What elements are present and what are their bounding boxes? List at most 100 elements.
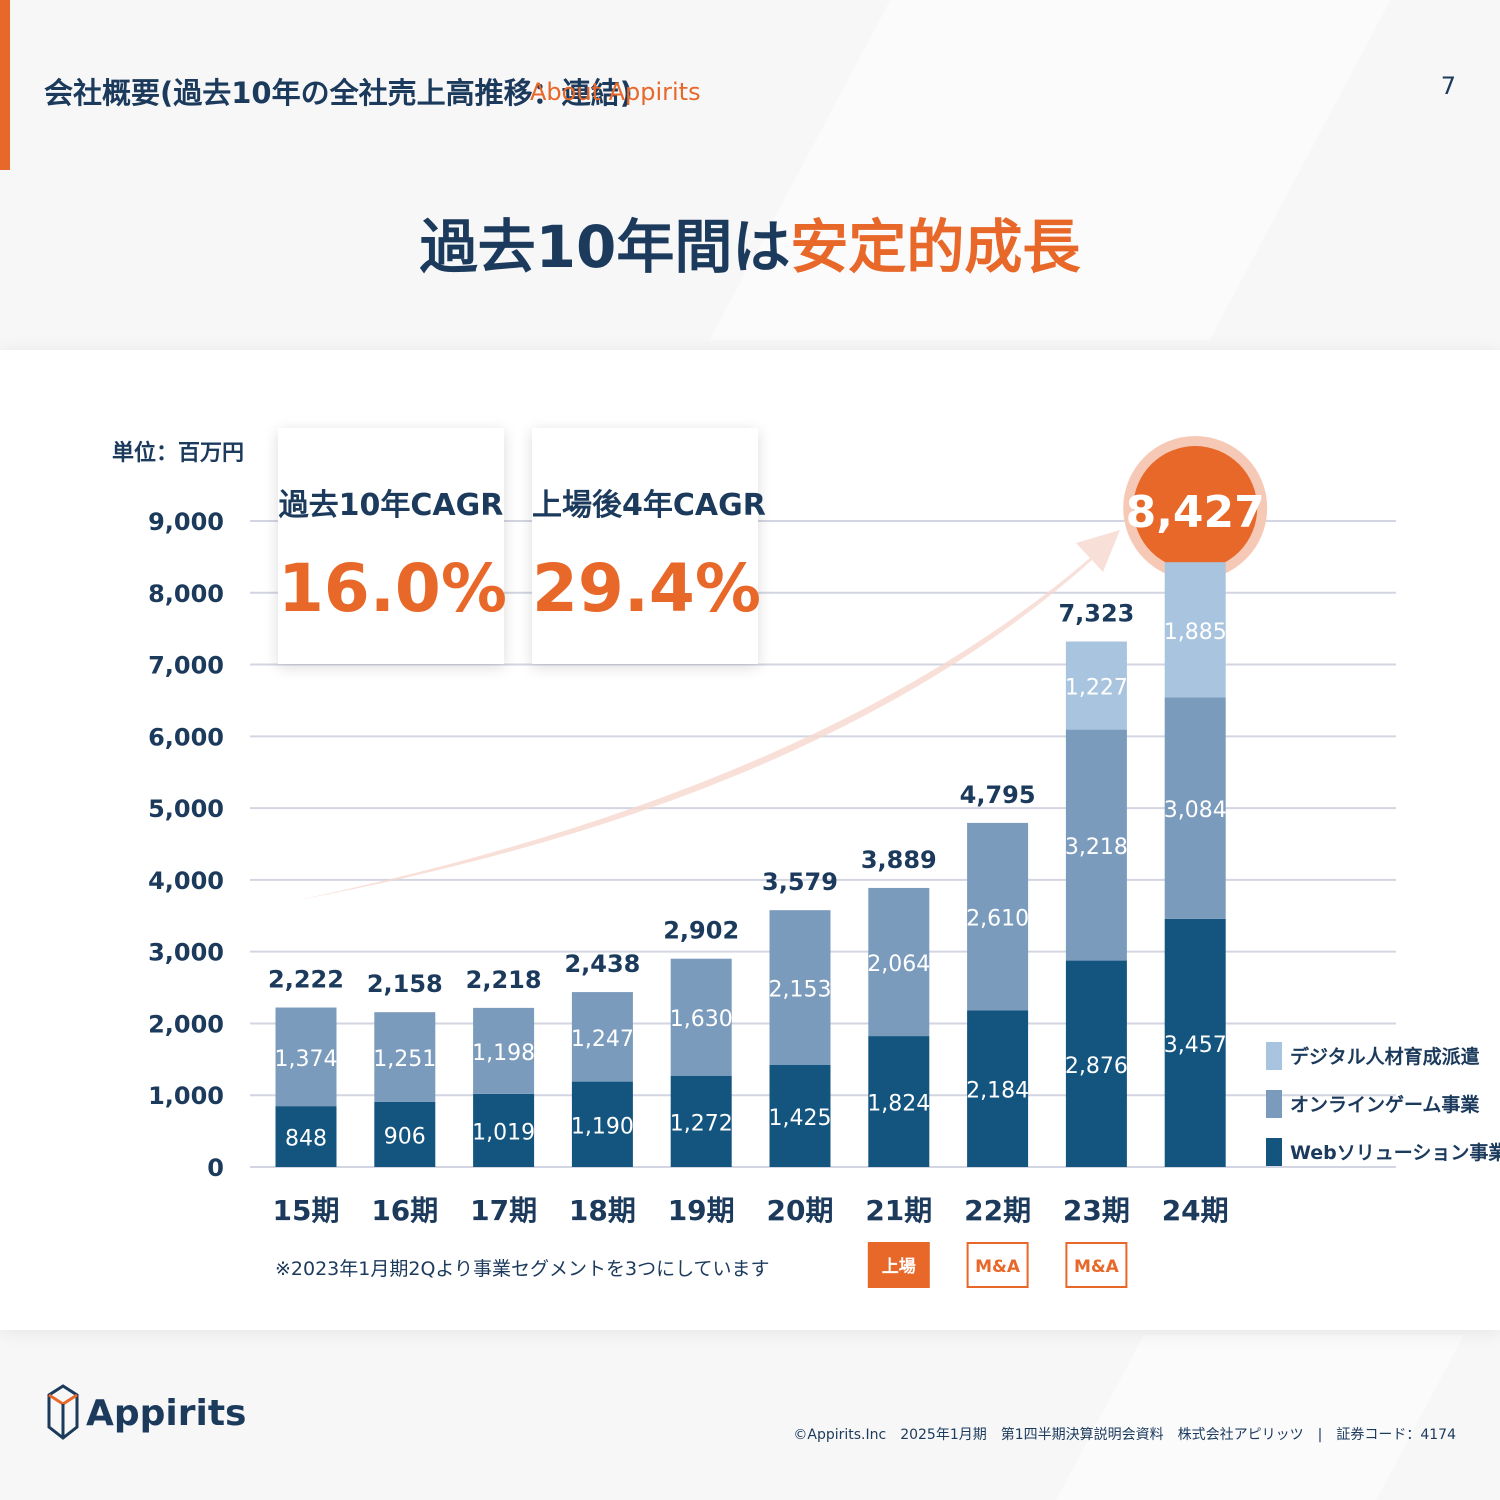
page-subtitle: About Appirits bbox=[530, 78, 701, 106]
bar-segment-label: 3,218 bbox=[1065, 835, 1128, 860]
bar-total-label: 2,222 bbox=[268, 966, 344, 994]
background-shape bbox=[1056, 1335, 1464, 1500]
bar-segment bbox=[1065, 729, 1127, 961]
bar-segment-label: 1,425 bbox=[769, 1106, 832, 1131]
event-badge-label: 上場 bbox=[882, 1257, 916, 1277]
y-tick-label: 0 bbox=[207, 1154, 224, 1182]
bar-segment-label: 1,630 bbox=[670, 1007, 733, 1032]
x-tick-label: 15期 bbox=[273, 1194, 340, 1227]
bar-segment bbox=[868, 1036, 930, 1167]
x-tick-label: 17期 bbox=[470, 1194, 537, 1227]
bar-segment-label: 1,198 bbox=[472, 1041, 535, 1066]
bar-segment-label: 1,824 bbox=[867, 1092, 930, 1117]
bar-segment bbox=[670, 1075, 732, 1167]
unit-label: 単位：百万円 bbox=[112, 440, 244, 466]
bar-segment-label: 906 bbox=[384, 1124, 426, 1149]
bar-segment bbox=[275, 1106, 337, 1167]
x-tick-label: 18期 bbox=[569, 1194, 636, 1227]
headline-part-2: 安定的成長 bbox=[790, 213, 1081, 281]
headline: 過去10年間は安定的成長 bbox=[0, 200, 1500, 284]
bar-segment-label: 3,457 bbox=[1164, 1033, 1227, 1058]
bar-segment bbox=[1164, 562, 1226, 698]
y-tick-label: 4,000 bbox=[148, 867, 224, 895]
bar-segment bbox=[1164, 918, 1226, 1167]
y-tick-label: 9,000 bbox=[148, 508, 224, 536]
event-badge-label: M&A bbox=[975, 1257, 1021, 1277]
bar-segment-label: 2,064 bbox=[867, 952, 930, 977]
bar-segment-label: 1,374 bbox=[275, 1047, 338, 1072]
bar-segment-label: 1,019 bbox=[472, 1120, 535, 1145]
logo-text: Appirits bbox=[86, 1392, 247, 1434]
revenue-chart: 0 1,000 2,000 3,000 4,000 5,000 6,000 7,000 8,00… bbox=[112, 436, 1500, 1288]
bar-segment-label: 3,084 bbox=[1164, 798, 1227, 823]
bar-segment bbox=[1164, 697, 1226, 919]
bar-total-label: 7,323 bbox=[1058, 600, 1134, 628]
legend-label: デジタル人材育成派遣 bbox=[1290, 1045, 1480, 1068]
bar-segment bbox=[473, 1007, 535, 1094]
legend-swatch bbox=[1266, 1090, 1282, 1118]
y-tick-label: 7,000 bbox=[148, 652, 224, 680]
bar-segment-label: 1,251 bbox=[373, 1047, 436, 1072]
bar-segment-label: 1,190 bbox=[571, 1114, 634, 1139]
bar-total-label: 3,579 bbox=[762, 868, 838, 896]
footer-copyright: ©Appirits.Inc 2025年1月期 第1四半期決算説明会資料 株式会社… bbox=[793, 1427, 1456, 1443]
x-tick-label: 22期 bbox=[964, 1194, 1031, 1227]
bar-total-label: 2,158 bbox=[367, 970, 443, 998]
bar-segment-label: 2,876 bbox=[1065, 1054, 1128, 1079]
headline-part-1: 過去10年間は bbox=[419, 213, 791, 281]
bar-segment bbox=[967, 822, 1029, 1011]
bar-segment bbox=[769, 910, 831, 1065]
event-badge bbox=[1065, 1242, 1128, 1288]
bar-segment-label: 2,153 bbox=[769, 977, 832, 1002]
bar-segment bbox=[374, 1101, 436, 1167]
header-accent-bar bbox=[0, 0, 10, 170]
event-badge-label: M&A bbox=[1074, 1257, 1120, 1277]
page-title: 会社概要(過去10年の全社売上高推移：連結) bbox=[44, 76, 633, 110]
bar-segment-label: 1,247 bbox=[571, 1027, 634, 1052]
background-shape bbox=[709, 0, 1391, 340]
bar-segment bbox=[1065, 960, 1127, 1167]
bar-segment bbox=[473, 1093, 535, 1167]
x-tick-label: 19期 bbox=[668, 1194, 735, 1227]
bar-segment bbox=[571, 992, 633, 1082]
bar-segment-label: 1,885 bbox=[1164, 620, 1227, 645]
event-badge bbox=[966, 1242, 1029, 1288]
highlight-total-label: 8,427 bbox=[1126, 487, 1265, 538]
legend-swatch bbox=[1266, 1042, 1282, 1070]
bar-total-label: 2,902 bbox=[663, 917, 739, 945]
legend-swatch bbox=[1266, 1138, 1282, 1166]
bar-segment-label: 2,610 bbox=[966, 907, 1029, 932]
x-tick-label: 21期 bbox=[865, 1194, 932, 1227]
x-tick-label: 20期 bbox=[767, 1194, 834, 1227]
cagr-label: 過去10年CAGR bbox=[278, 488, 504, 523]
bar-total-label: 3,889 bbox=[861, 846, 937, 874]
bar-segment-label: 1,227 bbox=[1065, 676, 1128, 701]
bar-segment-label: 1,272 bbox=[670, 1111, 733, 1136]
chart-panel: 0 1,000 2,000 3,000 4,000 5,000 6,000 7,000 8,00… bbox=[0, 350, 1500, 1330]
x-tick-label: 16期 bbox=[371, 1194, 438, 1227]
event-badge bbox=[867, 1242, 930, 1288]
bar-segment bbox=[769, 1064, 831, 1167]
company-logo: Appirits bbox=[46, 1382, 246, 1444]
y-tick-label: 1,000 bbox=[148, 1082, 224, 1110]
y-tick-label: 6,000 bbox=[148, 723, 224, 751]
x-tick-label: 23期 bbox=[1063, 1194, 1130, 1227]
bar-segment bbox=[275, 1007, 337, 1107]
bar-segment bbox=[1065, 641, 1127, 730]
bar-segment-label: 848 bbox=[285, 1127, 327, 1152]
y-tick-label: 3,000 bbox=[148, 939, 224, 967]
legend-label: オンラインゲーム事業 bbox=[1290, 1093, 1480, 1116]
y-tick-label: 2,000 bbox=[148, 1010, 224, 1038]
cagr-value: 16.0% bbox=[278, 550, 507, 627]
cagr-card-4yr: 上場後4年CAGR 29.4% bbox=[532, 428, 766, 664]
legend-label: Webソリューション事業 bbox=[1290, 1141, 1500, 1164]
x-tick-label: 24期 bbox=[1162, 1194, 1229, 1227]
bar-total-label: 2,218 bbox=[466, 966, 542, 994]
highlight-circle bbox=[1133, 446, 1258, 570]
cagr-card-10yr: 過去10年CAGR 16.0% bbox=[278, 428, 507, 664]
bar-total-label: 2,438 bbox=[564, 950, 640, 978]
cagr-label: 上場後4年CAGR bbox=[532, 488, 766, 523]
chart-note: ※2023年1月期2Qより事業セグメントを3つにしています bbox=[275, 1258, 770, 1280]
bar-segment bbox=[868, 887, 930, 1037]
y-tick-label: 8,000 bbox=[148, 580, 224, 608]
